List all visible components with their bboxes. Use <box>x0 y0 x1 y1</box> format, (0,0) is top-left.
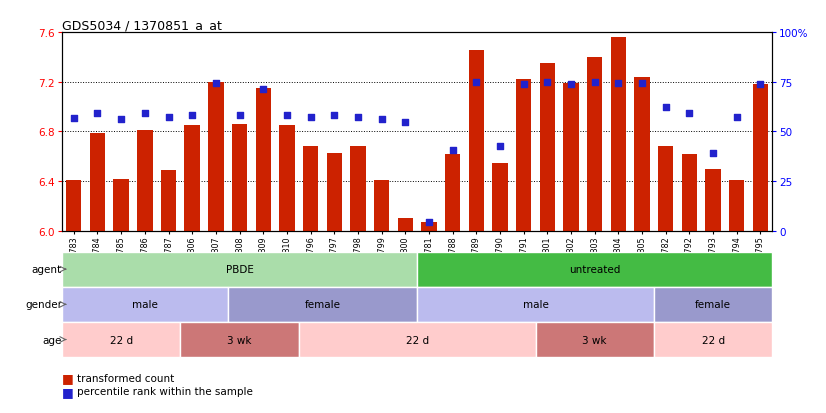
Bar <box>610 38 626 231</box>
Point <box>162 114 175 121</box>
Bar <box>658 147 673 231</box>
Point <box>328 113 341 119</box>
Bar <box>654 287 772 322</box>
Text: 3 wk: 3 wk <box>227 335 252 345</box>
Point <box>493 144 506 150</box>
Bar <box>66 180 82 231</box>
Text: 22 d: 22 d <box>701 335 724 345</box>
Point <box>304 114 317 121</box>
Text: 3 wk: 3 wk <box>582 335 607 345</box>
Bar <box>208 83 224 231</box>
Bar <box>535 322 654 357</box>
Bar <box>539 64 555 231</box>
Bar <box>303 147 318 231</box>
Point <box>375 116 388 123</box>
Point <box>209 81 222 87</box>
Point <box>446 147 459 154</box>
Point <box>138 110 151 117</box>
Text: male: male <box>132 299 158 310</box>
Point <box>91 110 104 117</box>
Bar <box>563 84 579 231</box>
Text: PBDE: PBDE <box>225 264 254 275</box>
Text: male: male <box>523 299 548 310</box>
Text: 22 d: 22 d <box>110 335 133 345</box>
Bar <box>417 252 772 287</box>
Point <box>659 104 672 111</box>
Point <box>233 113 246 119</box>
Text: ■: ■ <box>62 371 74 385</box>
Bar <box>516 80 531 231</box>
Text: GDS5034 / 1370851_a_at: GDS5034 / 1370851_a_at <box>62 19 222 32</box>
Text: female: female <box>695 299 731 310</box>
Point <box>706 150 719 157</box>
Bar <box>350 147 366 231</box>
Point <box>683 110 696 117</box>
Text: age: age <box>43 335 62 345</box>
Bar <box>705 169 721 231</box>
Bar <box>279 126 295 231</box>
Text: untreated: untreated <box>569 264 620 275</box>
Bar <box>113 179 129 231</box>
Point <box>541 79 554 86</box>
Bar <box>161 171 176 231</box>
Bar <box>492 163 508 231</box>
Bar <box>445 154 460 231</box>
Point <box>470 79 483 86</box>
Bar <box>681 154 697 231</box>
Bar <box>634 78 650 231</box>
Point <box>517 82 530 88</box>
Bar <box>90 133 105 231</box>
Point <box>257 87 270 93</box>
Bar <box>587 58 602 231</box>
Bar <box>180 322 299 357</box>
Bar <box>62 252 417 287</box>
Point <box>754 82 767 88</box>
Point <box>422 219 435 226</box>
Bar <box>299 322 535 357</box>
Text: gender: gender <box>25 299 62 310</box>
Text: female: female <box>305 299 340 310</box>
Point <box>399 119 412 126</box>
Bar <box>752 85 768 231</box>
Bar <box>255 89 271 231</box>
Point <box>351 114 364 121</box>
Bar <box>232 125 247 231</box>
Bar <box>374 180 389 231</box>
Point <box>280 113 293 119</box>
Text: percentile rank within the sample: percentile rank within the sample <box>77 387 253 396</box>
Bar <box>468 50 484 231</box>
Bar <box>654 322 772 357</box>
Bar <box>326 153 342 231</box>
Text: agent: agent <box>32 264 62 275</box>
Bar <box>137 131 153 231</box>
Text: ■: ■ <box>62 385 74 398</box>
Point <box>612 81 625 87</box>
Bar <box>397 219 413 231</box>
Bar <box>62 287 228 322</box>
Point <box>115 116 128 123</box>
Bar <box>228 287 417 322</box>
Bar <box>417 287 654 322</box>
Point <box>186 113 199 119</box>
Bar <box>729 180 744 231</box>
Point <box>564 82 577 88</box>
Point <box>67 115 80 122</box>
Point <box>635 81 648 87</box>
Bar <box>62 322 180 357</box>
Point <box>730 114 743 121</box>
Text: 22 d: 22 d <box>406 335 429 345</box>
Bar <box>421 223 437 231</box>
Text: transformed count: transformed count <box>77 373 174 383</box>
Point <box>588 79 601 86</box>
Bar <box>184 126 200 231</box>
